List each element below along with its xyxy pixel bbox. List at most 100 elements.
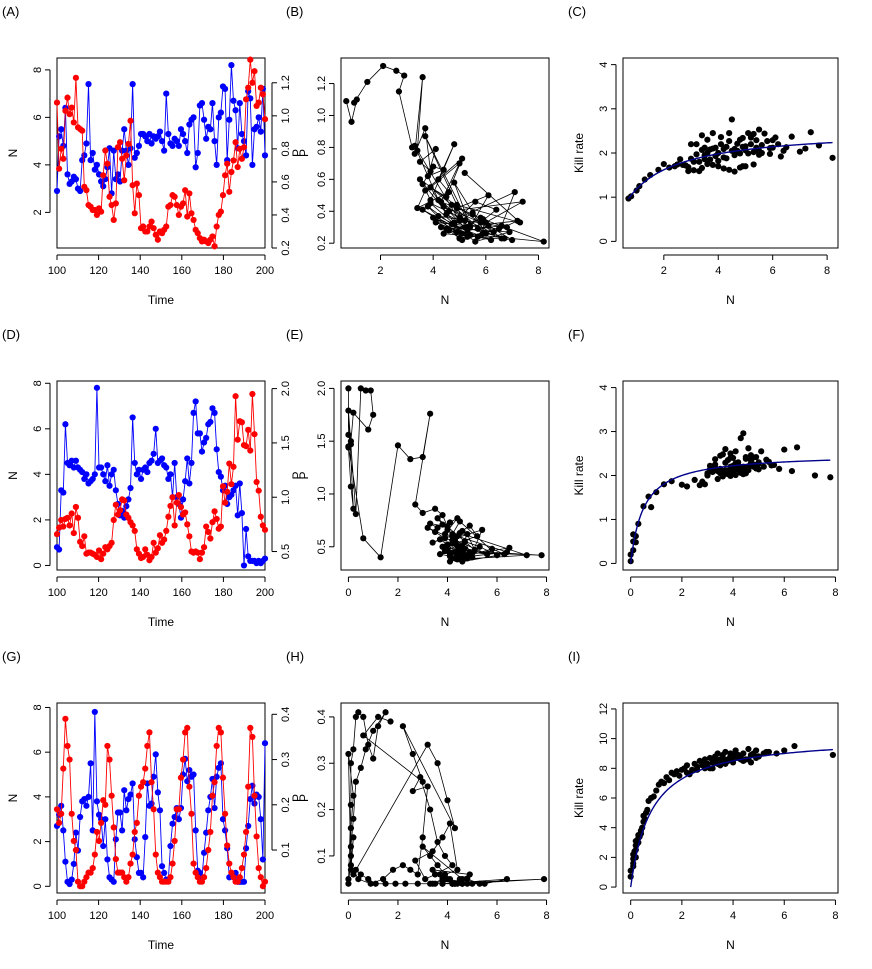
data-point xyxy=(745,150,752,157)
data-point xyxy=(760,463,767,470)
data-point xyxy=(179,130,187,138)
data-point xyxy=(456,875,463,883)
data-point xyxy=(93,384,101,391)
data-point xyxy=(154,789,161,796)
data-point xyxy=(540,238,547,245)
data-point xyxy=(411,150,418,157)
y-tick-label: 1 xyxy=(598,194,610,200)
data-point xyxy=(66,111,73,118)
data-point xyxy=(158,138,166,145)
data-point xyxy=(182,138,189,145)
data-point xyxy=(169,494,176,501)
data-point xyxy=(261,152,269,159)
data-point xyxy=(98,556,105,563)
data-point xyxy=(345,750,352,758)
data-point xyxy=(226,460,233,467)
data-point xyxy=(382,880,389,887)
data-point xyxy=(671,771,678,778)
data-point xyxy=(186,783,193,790)
data-point xyxy=(511,189,518,196)
data-point xyxy=(729,467,737,474)
x-tick-label: 100 xyxy=(48,587,66,599)
data-point xyxy=(698,132,706,139)
data-point xyxy=(758,448,765,455)
data-point xyxy=(238,509,245,517)
data-point xyxy=(64,171,71,178)
data-point xyxy=(72,846,80,854)
data-point xyxy=(112,200,119,207)
data-point xyxy=(98,819,105,826)
data-point xyxy=(372,880,379,887)
data-point xyxy=(427,852,434,860)
data-point xyxy=(152,425,159,432)
data-point xyxy=(802,145,809,152)
data-point xyxy=(412,501,419,508)
data-point xyxy=(261,555,269,562)
data-point xyxy=(131,154,138,161)
data-point xyxy=(357,385,364,392)
data-point xyxy=(257,816,264,823)
y-tick-label: 0.4 xyxy=(316,204,328,219)
data-point xyxy=(740,469,747,476)
data-point xyxy=(409,750,416,758)
data-point xyxy=(259,856,266,863)
data-point xyxy=(416,158,424,165)
data-point xyxy=(156,128,164,135)
data-point xyxy=(224,488,231,495)
y-axis-label: N xyxy=(6,149,20,158)
data-point xyxy=(709,130,716,137)
data-point xyxy=(394,442,402,449)
data-point xyxy=(251,68,258,75)
x-axis-label: N xyxy=(726,938,735,952)
data-point xyxy=(696,158,703,165)
data-point xyxy=(650,793,657,800)
data-point xyxy=(148,457,155,464)
data-point xyxy=(114,144,122,151)
data-point xyxy=(148,218,155,225)
y-tick-label: 0.3 xyxy=(316,756,328,771)
data-point xyxy=(454,866,461,873)
x-tick-label: 200 xyxy=(256,587,274,599)
data-point xyxy=(466,222,474,229)
data-point xyxy=(251,792,258,799)
data-point xyxy=(416,176,424,183)
data-point xyxy=(173,138,180,145)
data-point xyxy=(704,472,711,479)
data-point xyxy=(221,499,229,506)
data-point xyxy=(355,709,362,716)
panel-h: (H) 0 2 4 6 8 N 0.1 0.2 0.3 0.4 P xyxy=(286,649,550,952)
data-point xyxy=(829,751,836,759)
data-point xyxy=(493,552,501,559)
data-point xyxy=(430,214,437,221)
data-point xyxy=(171,193,178,200)
data-point xyxy=(698,164,706,172)
data-point xyxy=(445,189,453,196)
data-point xyxy=(56,133,63,140)
data-point xyxy=(190,409,197,416)
data-point xyxy=(232,107,239,114)
data-point xyxy=(660,780,668,787)
data-point xyxy=(503,224,510,231)
data-point xyxy=(357,764,364,771)
data-point xyxy=(163,527,170,534)
data-point xyxy=(732,751,739,759)
data-point xyxy=(485,192,492,199)
data-point xyxy=(56,819,63,826)
data-point xyxy=(722,446,729,453)
data-point xyxy=(726,137,733,145)
y-tick-label: 0.4 xyxy=(316,709,328,724)
x-tick-label: 8 xyxy=(543,910,549,922)
data-point xyxy=(343,98,350,105)
data-point xyxy=(255,865,262,872)
data-point xyxy=(704,160,711,168)
data-point xyxy=(407,866,414,873)
data-point xyxy=(375,723,382,730)
data-point xyxy=(365,741,372,748)
data-point xyxy=(211,508,218,515)
data-point xyxy=(221,172,229,179)
panel-d: (D) 100 120 140 160 180 200 Time 0 2 4 6 8 N 0.5 1.0 1.5… xyxy=(2,327,311,629)
y-tick-label: 1.5 xyxy=(316,434,328,449)
data-point xyxy=(213,446,220,453)
data-point xyxy=(171,522,178,529)
data-point xyxy=(211,409,218,416)
